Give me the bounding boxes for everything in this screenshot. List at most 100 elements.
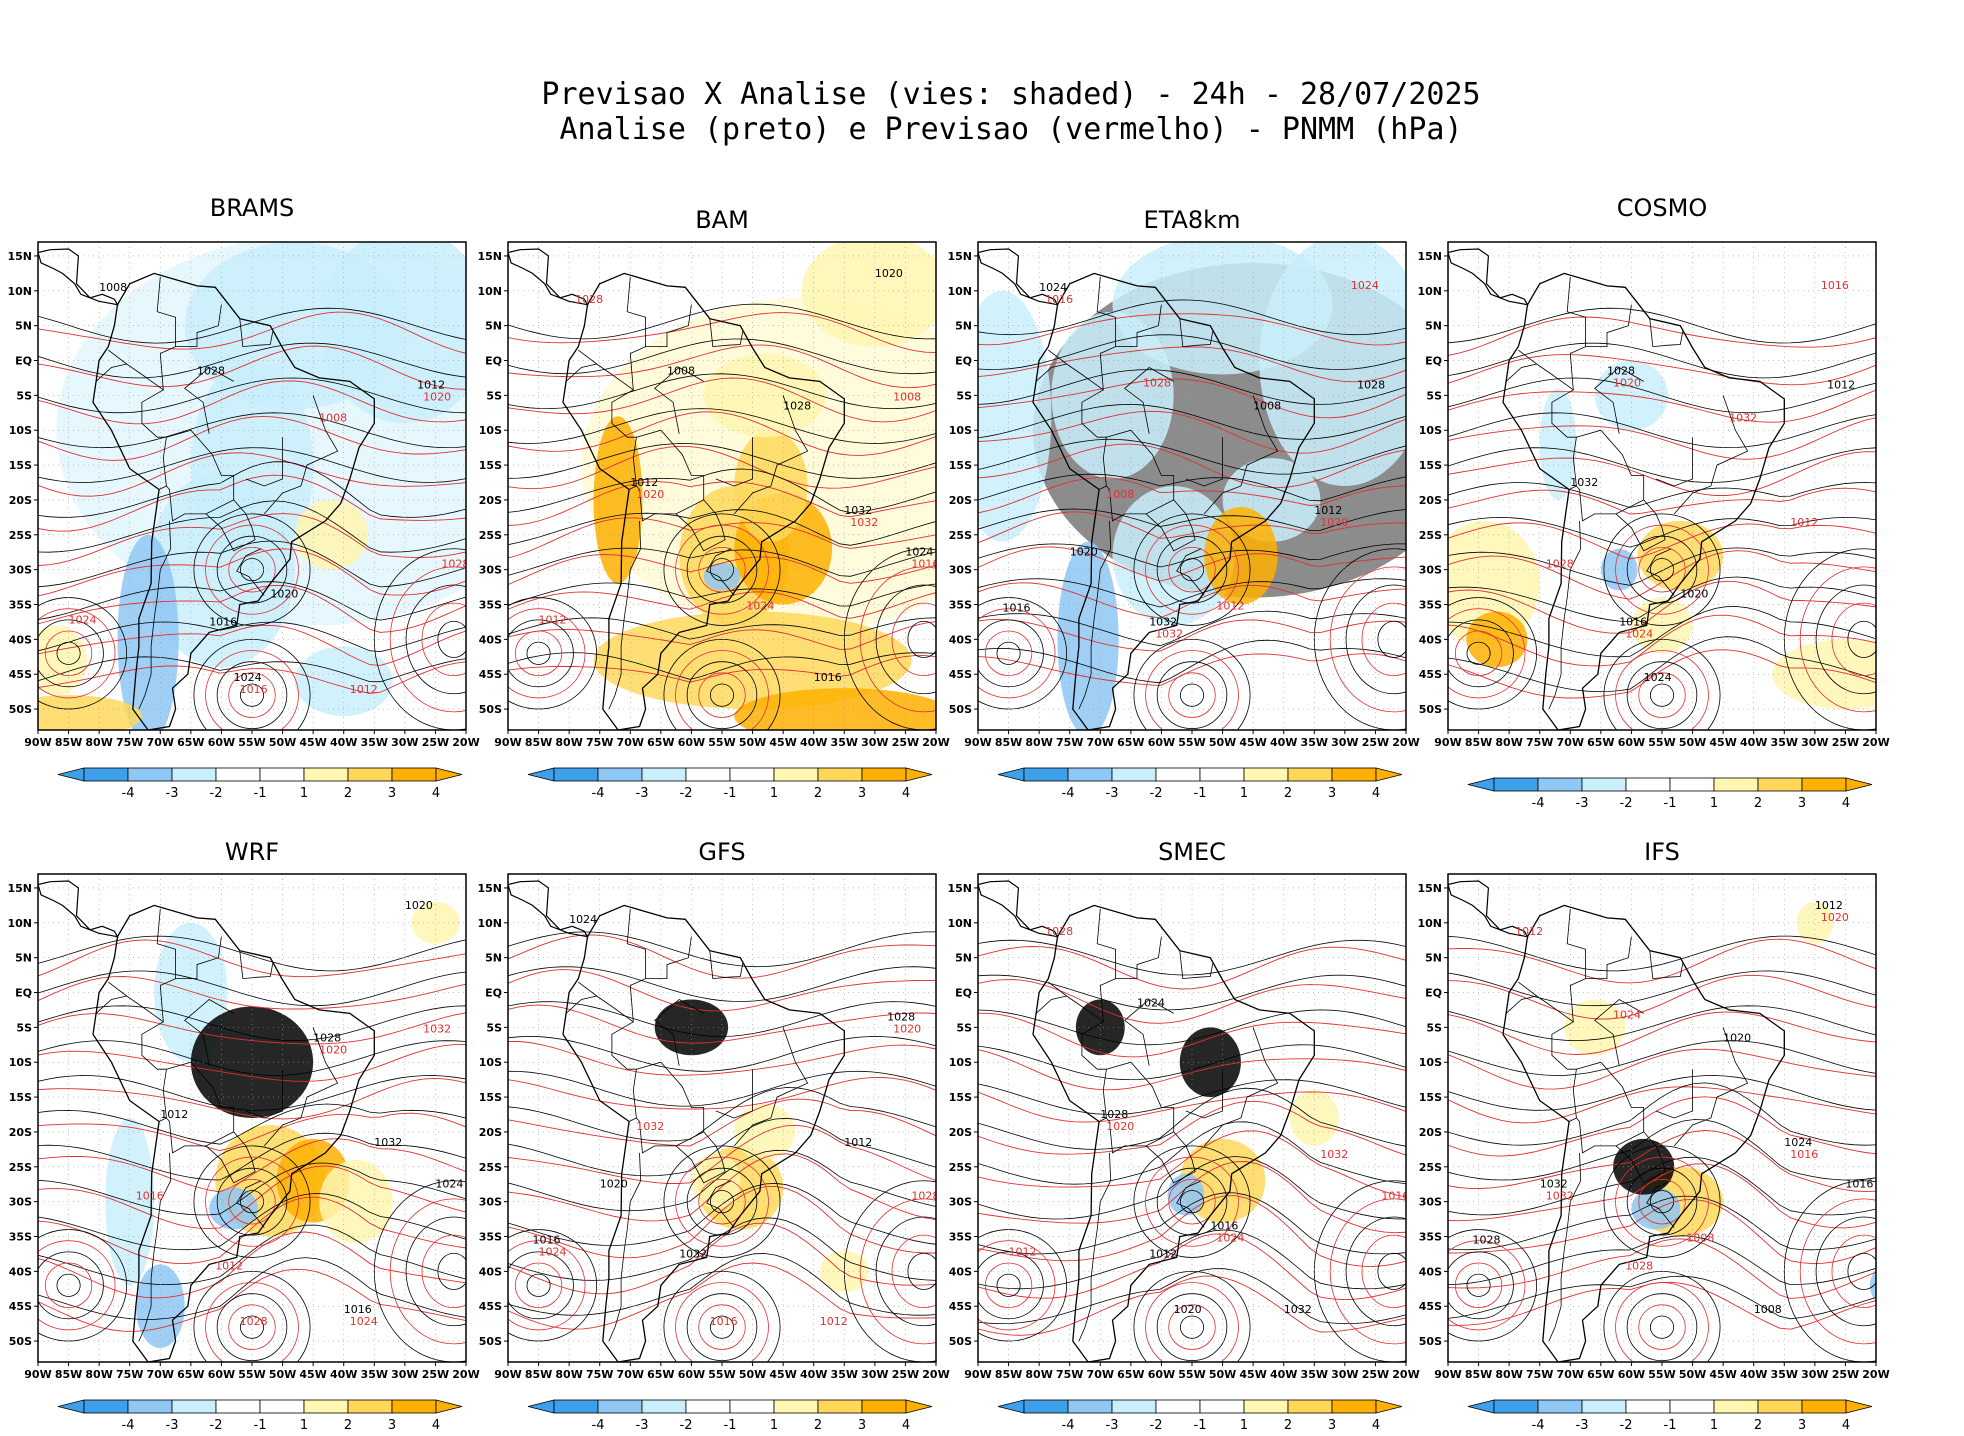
country-border: [1594, 367, 1644, 434]
lat-tick-label: 40S: [1419, 1265, 1442, 1278]
lat-tick-label: 30S: [949, 1196, 972, 1209]
country-border: [1124, 999, 1174, 1066]
forecast-isobar: [978, 1100, 1406, 1156]
lat-tick-label: 10N: [7, 285, 32, 298]
pressure-system-contour: [437, 620, 466, 658]
isobar-label-forecast: 1024: [746, 600, 774, 613]
isobar-label-analysis: 1020: [405, 899, 433, 912]
colorbar-label: -4: [1532, 1418, 1545, 1433]
isobar-label-forecast: 1020: [319, 1043, 347, 1056]
pressure-system-contour: [508, 619, 574, 688]
colorbar-box: [127, 1399, 173, 1414]
isobar-label-analysis: 1028: [783, 399, 811, 412]
country-border: [1035, 363, 1067, 382]
lat-tick-label: 20S: [9, 1126, 32, 1139]
analysis-isobar: [38, 1162, 466, 1216]
country-border: [1176, 548, 1205, 596]
colorbar-box: [1669, 777, 1715, 792]
pressure-system-contour: [686, 1167, 758, 1236]
colorbar-box: [861, 1399, 907, 1414]
colorbar-box: [1713, 1399, 1759, 1414]
isobar-label-forecast: 1032: [1729, 411, 1757, 424]
lon-tick-label: 45W: [769, 736, 796, 749]
pressure-system-contour: [1615, 1282, 1709, 1362]
forecast-isobar: [1448, 1086, 1876, 1124]
lat-tick-label: 10S: [1419, 1056, 1442, 1069]
lat-tick-label: 10S: [479, 1056, 502, 1069]
analysis-isobar: [38, 1005, 466, 1042]
colorbar-label: 2: [344, 1418, 352, 1433]
forecast-isobar: [508, 377, 936, 423]
country-border: [1048, 908, 1116, 1023]
lon-tick-label: 60W: [208, 736, 235, 749]
isobar-label-forecast: 1016: [710, 1315, 738, 1328]
south-america-coastline: [92, 272, 375, 730]
lon-tick-label: 90W: [24, 736, 51, 749]
lat-tick-label: 20S: [1419, 494, 1442, 507]
south-america-coastline: [1502, 904, 1785, 1362]
forecast-isobar: [978, 979, 1406, 1024]
colorbar-label: -4: [122, 1418, 135, 1433]
central-america-coastline: [38, 248, 119, 306]
isobar-label-analysis: 1012: [1149, 1247, 1177, 1260]
lat-tick-label: 10N: [477, 285, 502, 298]
lat-tick-label: 35S: [1419, 599, 1442, 612]
pressure-system-contour: [1783, 548, 1876, 730]
isobar-label-forecast: 1020: [423, 390, 451, 403]
lat-tick-label: EQ: [955, 355, 972, 368]
colorbar-label: -3: [1576, 1418, 1589, 1433]
colorbar-label: -1: [1664, 796, 1677, 811]
pressure-system-contour: [875, 584, 936, 695]
analysis-isobar: [508, 1149, 936, 1212]
pressure-system-contour: [1313, 1180, 1406, 1362]
colorbar-label: -2: [1620, 1418, 1633, 1433]
country-border: [1518, 908, 1586, 1023]
country-border: [1145, 499, 1196, 552]
colorbar-box: [1287, 1399, 1333, 1414]
lon-tick-label: 85W: [55, 1368, 82, 1381]
lon-tick-label: 80W: [1025, 1368, 1052, 1381]
map-area: 1008 1008 1012 1012 1016 1016 1020 1020 1024 1024…: [978, 242, 1406, 730]
bias-shade-blob: [1772, 639, 1876, 710]
country-border: [138, 1152, 172, 1342]
lon-tick-label: 50W: [1679, 1368, 1706, 1381]
isobar-label-analysis: 1028: [1607, 364, 1635, 377]
pressure-system-contour: [1329, 1198, 1406, 1345]
lon-tick-label: 35W: [1301, 1368, 1328, 1381]
country-border: [654, 999, 704, 1066]
colorbar-label: 1: [1240, 1418, 1248, 1433]
isobar-label-forecast: 1012: [1216, 600, 1244, 613]
colorbar-label: 3: [1798, 1418, 1806, 1433]
map-area: 1008 1008 1012 1012 1016 1016 1020 1020 1024 1024…: [38, 242, 466, 730]
analysis-isobar: [38, 1224, 466, 1286]
pressure-system-contour: [239, 1315, 265, 1339]
bias-shade-blob: [1869, 1269, 1876, 1301]
analysis-isobar: [978, 1268, 1406, 1325]
forecast-isobar: [38, 624, 466, 666]
isobar-label-forecast: 1012: [820, 1315, 848, 1328]
pressure-system-contour: [907, 620, 936, 658]
analysis-isobar: [38, 461, 466, 518]
lat-tick-label: 25S: [9, 529, 32, 542]
pressure-system-contour: [907, 1252, 936, 1290]
lon-tick-label: 75W: [1056, 1368, 1083, 1381]
isobar-label-forecast: 1020: [893, 1022, 921, 1035]
isobar-label-forecast: 1008: [893, 390, 921, 403]
bias-shade-blob: [703, 562, 741, 591]
country-border: [645, 304, 692, 347]
isobar-label-analysis: 1024: [569, 913, 597, 926]
forecast-isobar: [38, 1012, 466, 1045]
isobar-label-forecast: 1024: [538, 1245, 566, 1258]
lat-tick-label: 40S: [949, 1265, 972, 1278]
bias-shade-blob: [1179, 1027, 1241, 1098]
isobar-label-forecast: 1032: [1546, 1190, 1574, 1203]
country-border: [1646, 548, 1675, 596]
colorbar-box: [1801, 777, 1847, 792]
forecast-isobar: [978, 653, 1406, 687]
country-border: [1078, 520, 1112, 710]
lat-tick-label: 10N: [1417, 285, 1442, 298]
lat-tick-label: 35S: [949, 1231, 972, 1244]
isobar-label-forecast: 1012: [350, 683, 378, 696]
isobar-label-analysis: 1028: [1357, 378, 1385, 391]
pressure-system-contour: [1454, 1262, 1503, 1309]
